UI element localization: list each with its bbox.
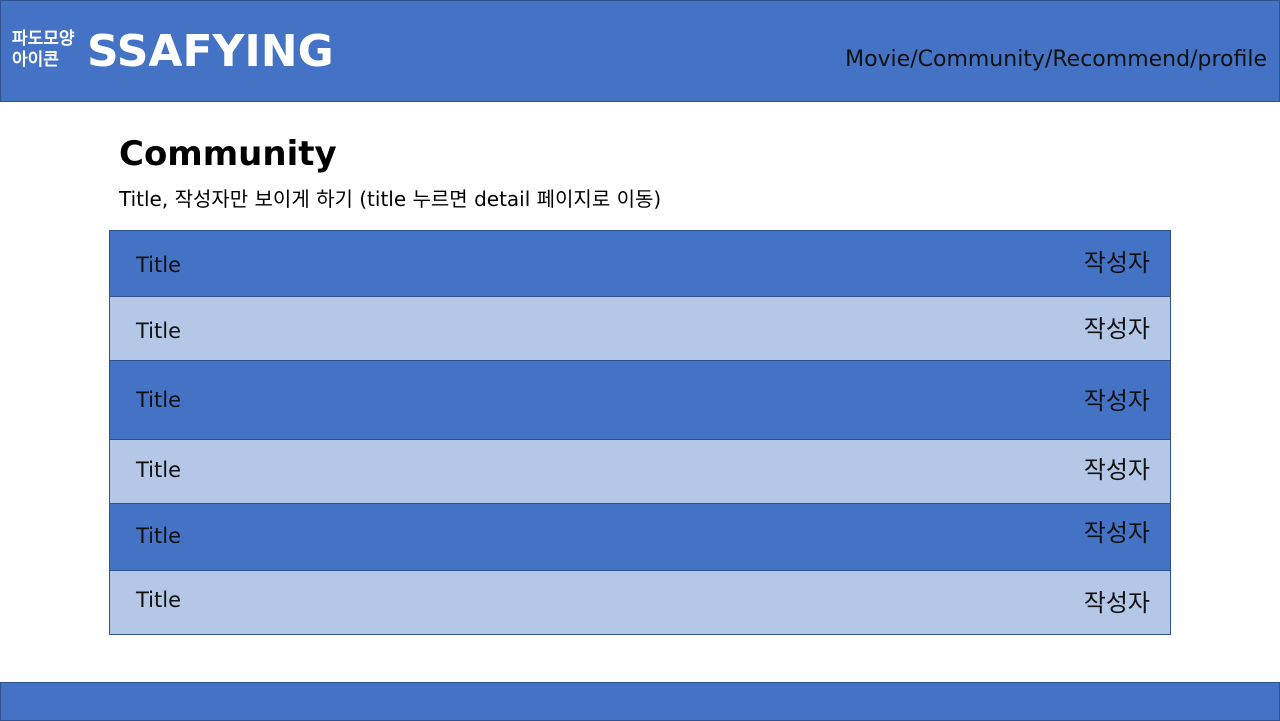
post-author: 작성자 bbox=[1083, 456, 1150, 484]
post-title[interactable]: Title bbox=[136, 588, 182, 612]
post-row[interactable]: Title 작성자 bbox=[110, 571, 1170, 634]
post-title[interactable]: Title bbox=[136, 388, 182, 412]
post-author: 작성자 bbox=[1083, 315, 1150, 343]
main-nav: Movie/Community/Recommend/profile bbox=[845, 45, 1267, 75]
nav-separator: / bbox=[910, 47, 918, 72]
nav-separator: / bbox=[1044, 47, 1053, 72]
page-description: Title, 작성자만 보이게 하기 (title 누르면 detail 페이지… bbox=[119, 187, 662, 211]
page-title: Community bbox=[119, 134, 337, 174]
logo-icon-line1: 파도모양 bbox=[12, 29, 75, 49]
post-row[interactable]: Title 작성자 bbox=[110, 504, 1170, 571]
post-title[interactable]: Title bbox=[136, 458, 182, 482]
post-author: 작성자 bbox=[1083, 589, 1150, 617]
post-title[interactable]: Title bbox=[136, 319, 182, 343]
post-title[interactable]: Title bbox=[136, 524, 182, 548]
post-row[interactable]: Title 작성자 bbox=[110, 297, 1170, 361]
post-author: 작성자 bbox=[1083, 519, 1150, 547]
logo-icon-line2: 아이콘 bbox=[12, 50, 59, 70]
nav-recommend[interactable]: Recommend bbox=[1052, 47, 1191, 72]
post-author: 작성자 bbox=[1083, 249, 1150, 277]
post-row[interactable]: Title 작성자 bbox=[110, 231, 1170, 297]
nav-separator: / bbox=[1190, 47, 1198, 72]
post-list: Title 작성자 Title 작성자 Title 작성자 Title 작성자 … bbox=[109, 230, 1171, 635]
post-title[interactable]: Title bbox=[136, 253, 182, 277]
post-row[interactable]: Title 작성자 bbox=[110, 361, 1170, 440]
post-row[interactable]: Title 작성자 bbox=[110, 440, 1170, 504]
header-bar: 파도모양 아이콘 SSAFYING Movie/Community/Recomm… bbox=[0, 0, 1280, 102]
nav-movie[interactable]: Movie bbox=[845, 47, 911, 72]
nav-profile[interactable]: profile bbox=[1197, 47, 1268, 72]
brand-title[interactable]: SSAFYING bbox=[87, 26, 334, 77]
footer-bar bbox=[0, 682, 1280, 721]
logo-icon[interactable]: 파도모양 아이콘 bbox=[12, 29, 92, 71]
nav-community[interactable]: Community bbox=[917, 47, 1045, 72]
post-author: 작성자 bbox=[1083, 387, 1150, 415]
